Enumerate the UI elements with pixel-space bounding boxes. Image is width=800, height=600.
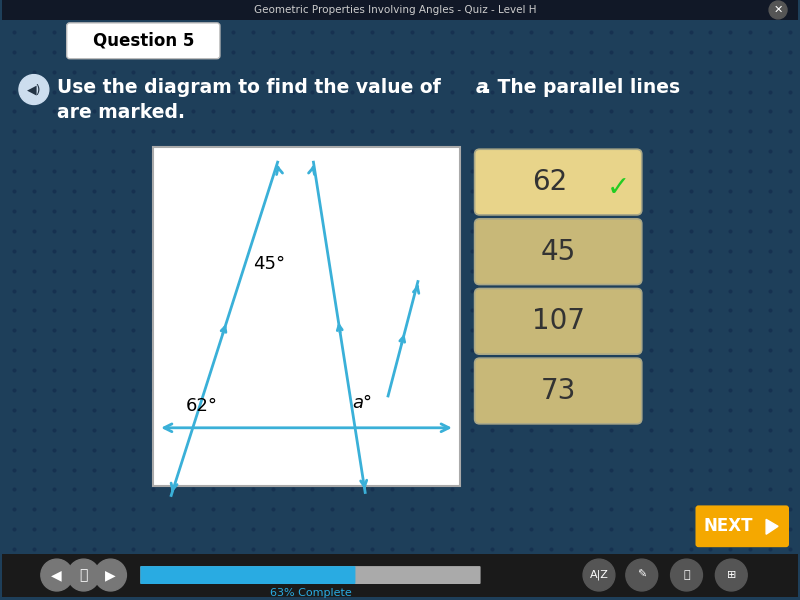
Text: ◀: ◀: [51, 568, 62, 582]
Circle shape: [715, 559, 747, 591]
FancyBboxPatch shape: [474, 358, 642, 424]
Text: 73: 73: [541, 377, 576, 405]
Text: Use the diagram to find the value of: Use the diagram to find the value of: [57, 78, 447, 97]
Circle shape: [583, 559, 615, 591]
Text: ✕: ✕: [774, 5, 782, 15]
Text: 62: 62: [533, 168, 568, 196]
Text: a°: a°: [352, 394, 372, 412]
FancyBboxPatch shape: [474, 149, 642, 215]
Text: . The parallel lines: . The parallel lines: [483, 78, 680, 97]
FancyBboxPatch shape: [2, 554, 798, 597]
FancyBboxPatch shape: [154, 147, 460, 485]
Text: 63% Complete: 63% Complete: [270, 588, 351, 598]
Circle shape: [769, 1, 787, 19]
Text: ⊞: ⊞: [726, 570, 736, 580]
FancyBboxPatch shape: [140, 566, 481, 584]
Circle shape: [626, 559, 658, 591]
Text: Geometric Properties Involving Angles - Quiz - Level H: Geometric Properties Involving Angles - …: [254, 5, 536, 15]
Text: ◀): ◀): [26, 83, 41, 96]
FancyBboxPatch shape: [140, 566, 355, 584]
Text: 107: 107: [532, 307, 585, 335]
Circle shape: [94, 559, 126, 591]
Circle shape: [19, 74, 49, 104]
Text: A|Z: A|Z: [590, 570, 609, 580]
Text: 62°: 62°: [186, 397, 218, 415]
Polygon shape: [766, 520, 778, 534]
Text: ✓: ✓: [607, 174, 630, 202]
Text: ⏸: ⏸: [79, 568, 88, 582]
FancyBboxPatch shape: [66, 23, 220, 59]
FancyBboxPatch shape: [2, 0, 798, 20]
Text: are marked.: are marked.: [57, 103, 185, 122]
Text: Question 5: Question 5: [93, 32, 194, 50]
Text: 45: 45: [541, 238, 576, 266]
FancyBboxPatch shape: [474, 219, 642, 284]
Text: 45°: 45°: [253, 254, 285, 272]
FancyBboxPatch shape: [695, 505, 789, 547]
Circle shape: [68, 559, 99, 591]
Text: ▶: ▶: [105, 568, 116, 582]
Circle shape: [670, 559, 702, 591]
Text: NEXT: NEXT: [703, 517, 753, 535]
Text: ⧉: ⧉: [683, 570, 690, 580]
Circle shape: [41, 559, 73, 591]
Text: a: a: [476, 78, 488, 97]
Text: ✎: ✎: [637, 570, 646, 580]
FancyBboxPatch shape: [474, 289, 642, 354]
